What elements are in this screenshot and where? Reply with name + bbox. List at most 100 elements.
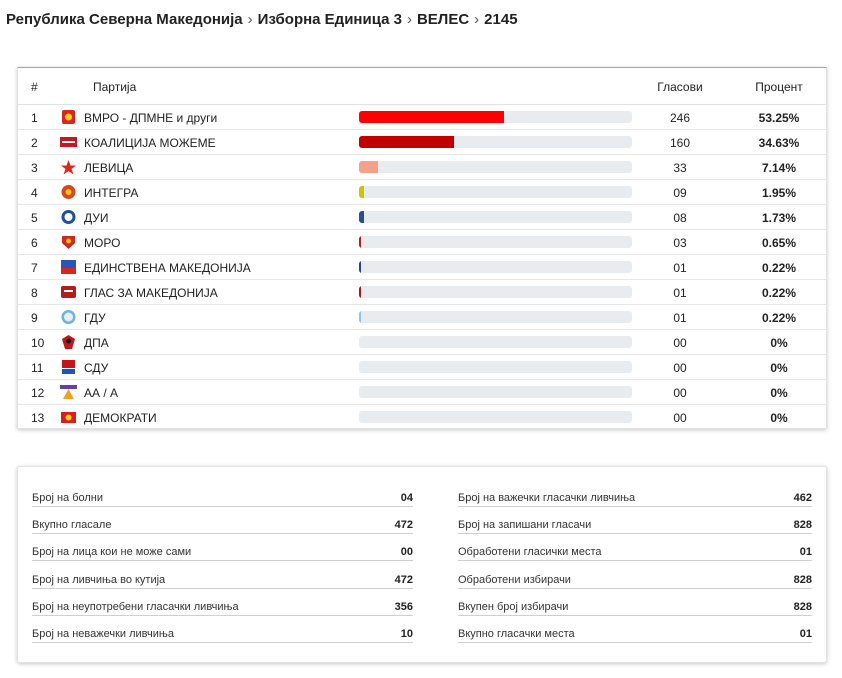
stat-item: Вкупен број избирачи 828 (458, 599, 812, 616)
party-name: ДПА (84, 336, 109, 350)
breadcrumb: Република Северна Македонија › Изборна Е… (6, 10, 518, 28)
vote-share-bar-fill (359, 311, 361, 323)
row-number: 7 (31, 261, 38, 275)
row-number: 10 (31, 336, 45, 350)
header-number: # (31, 80, 38, 94)
breadcrumb-municipality[interactable]: ВЕЛЕС (416, 10, 470, 28)
table-row[interactable]: 9 ГДУ 01 0.22% (18, 305, 826, 330)
table-row[interactable]: 3 ЛЕВИЦА 33 7.14% (18, 155, 826, 180)
stat-item: Број на запишани гласачи 828 (458, 517, 812, 534)
stat-value: 356 (394, 601, 413, 613)
dpa-eagle-logo-icon (60, 334, 77, 350)
stat-item: Број на неупотребени гласачки ливчиња 356 (32, 599, 413, 616)
votes-count: 00 (673, 361, 687, 375)
stat-value: 10 (400, 628, 413, 640)
party-name: ЛЕВИЦА (84, 161, 134, 175)
party-name: ДЕМОКРАТИ (84, 411, 157, 425)
vote-share-bar-fill (359, 161, 378, 173)
row-number: 1 (31, 111, 38, 125)
party-name: АА / А (84, 386, 119, 400)
table-row[interactable]: 10 ДПА 00 0% (18, 330, 826, 355)
vote-share-bar (359, 186, 632, 198)
stat-item: Број на неважечки ливчиња 10 (32, 626, 413, 643)
table-row[interactable]: 1 ВМРО - ДПМНЕ и други 246 53.25% (18, 105, 826, 130)
stat-label: Број на ливчиња во кутија (32, 574, 166, 586)
vote-share-bar-fill (359, 236, 361, 248)
row-number: 2 (31, 136, 38, 150)
results-table-header: # Партија Гласови Процент (18, 68, 826, 105)
stat-item: Број на болни 04 (32, 490, 413, 507)
sdsm-logo-icon (60, 134, 77, 150)
edinstvena-makedonija-logo-icon (60, 259, 77, 275)
table-row[interactable]: 8 ГЛАС ЗА МАКЕДОНИЈА 01 0.22% (18, 280, 826, 305)
party-name: ДУИ (84, 211, 109, 225)
vote-share-bar-fill (359, 261, 361, 273)
breadcrumb-electoral-unit[interactable]: Изборна Единица 3 (257, 10, 402, 28)
party-name: МОРО (84, 236, 121, 250)
row-number: 6 (31, 236, 38, 250)
stat-value: 04 (400, 492, 413, 504)
stat-item: Обработени избирачи 828 (458, 572, 812, 589)
stat-label: Обработени избирачи (458, 574, 571, 586)
vote-share-bar (359, 286, 632, 298)
votes-count: 160 (669, 136, 691, 150)
statistics-card: Број на болни 04 Вкупно гласале 472 Број на … (17, 466, 827, 663)
table-row[interactable]: 7 ЕДИНСТВЕНА МАКЕДОНИЈА 01 0.22% (18, 255, 826, 280)
party-name: СДУ (84, 361, 109, 375)
votes-count: 08 (673, 211, 687, 225)
vote-percent: 7.14% (761, 161, 797, 175)
table-row[interactable]: 11 СДУ 00 0% (18, 355, 826, 380)
votes-count: 01 (673, 311, 687, 325)
stat-label: Број на болни (32, 492, 104, 504)
row-number: 9 (31, 311, 38, 325)
votes-count: 33 (673, 161, 687, 175)
row-number: 5 (31, 211, 38, 225)
header-party: Партија (93, 80, 137, 94)
votes-count: 00 (673, 411, 687, 425)
party-name: ВМРО - ДПМНЕ и други (84, 111, 218, 125)
vote-share-bar-fill (359, 211, 364, 223)
vote-percent: 0% (770, 386, 788, 400)
stat-value: 472 (394, 574, 413, 586)
row-number: 12 (31, 386, 45, 400)
chevron-right-icon: › (406, 10, 412, 28)
header-votes: Гласови (657, 80, 703, 94)
table-row[interactable]: 5 ДУИ 08 1.73% (18, 205, 826, 230)
votes-count: 03 (673, 236, 687, 250)
stat-value: 462 (793, 492, 812, 504)
party-name: ЕДИНСТВЕНА МАКЕДОНИЈА (84, 261, 251, 275)
stat-value: 828 (793, 601, 812, 613)
vote-share-bar (359, 336, 632, 348)
vote-percent: 0% (770, 411, 788, 425)
table-row[interactable]: 2 КОАЛИЦИЈА МОЖЕМЕ 160 34.63% (18, 130, 826, 155)
vote-share-bar (359, 161, 632, 173)
chevron-right-icon: › (247, 10, 253, 28)
vote-share-bar-fill (359, 186, 364, 198)
stat-value: 01 (799, 628, 812, 640)
votes-count: 246 (669, 111, 691, 125)
breadcrumb-country[interactable]: Република Северна Македонија (6, 10, 243, 28)
stat-value: 472 (394, 519, 413, 531)
vote-share-bar (359, 211, 632, 223)
table-row[interactable]: 13 ДЕМОКРАТИ 00 0% (18, 405, 826, 430)
stat-value: 01 (799, 546, 812, 558)
party-name: ГДУ (84, 311, 106, 325)
votes-count: 01 (673, 286, 687, 300)
vote-share-bar (359, 236, 632, 248)
stat-item: Вкупно гласачки места 01 (458, 626, 812, 643)
party-name: КОАЛИЦИЈА МОЖЕМЕ (84, 136, 216, 150)
table-row[interactable]: 12 АА / А 00 0% (18, 380, 826, 405)
row-number: 11 (31, 361, 44, 375)
vote-share-bar (359, 136, 632, 148)
vote-percent: 0.22% (761, 286, 797, 300)
vote-share-bar (359, 386, 632, 398)
table-row[interactable]: 4 ИНТЕГРА 09 1.95% (18, 180, 826, 205)
table-row[interactable]: 6 МОРО 03 0.65% (18, 230, 826, 255)
gdu-logo-icon (60, 309, 77, 325)
stat-label: Број на запишани гласачи (458, 519, 592, 531)
vote-percent: 0.22% (761, 311, 797, 325)
vote-share-bar-fill (359, 286, 361, 298)
vote-share-bar (359, 111, 632, 123)
stat-value: 00 (400, 546, 413, 558)
aa-a-logo-icon (60, 384, 77, 400)
